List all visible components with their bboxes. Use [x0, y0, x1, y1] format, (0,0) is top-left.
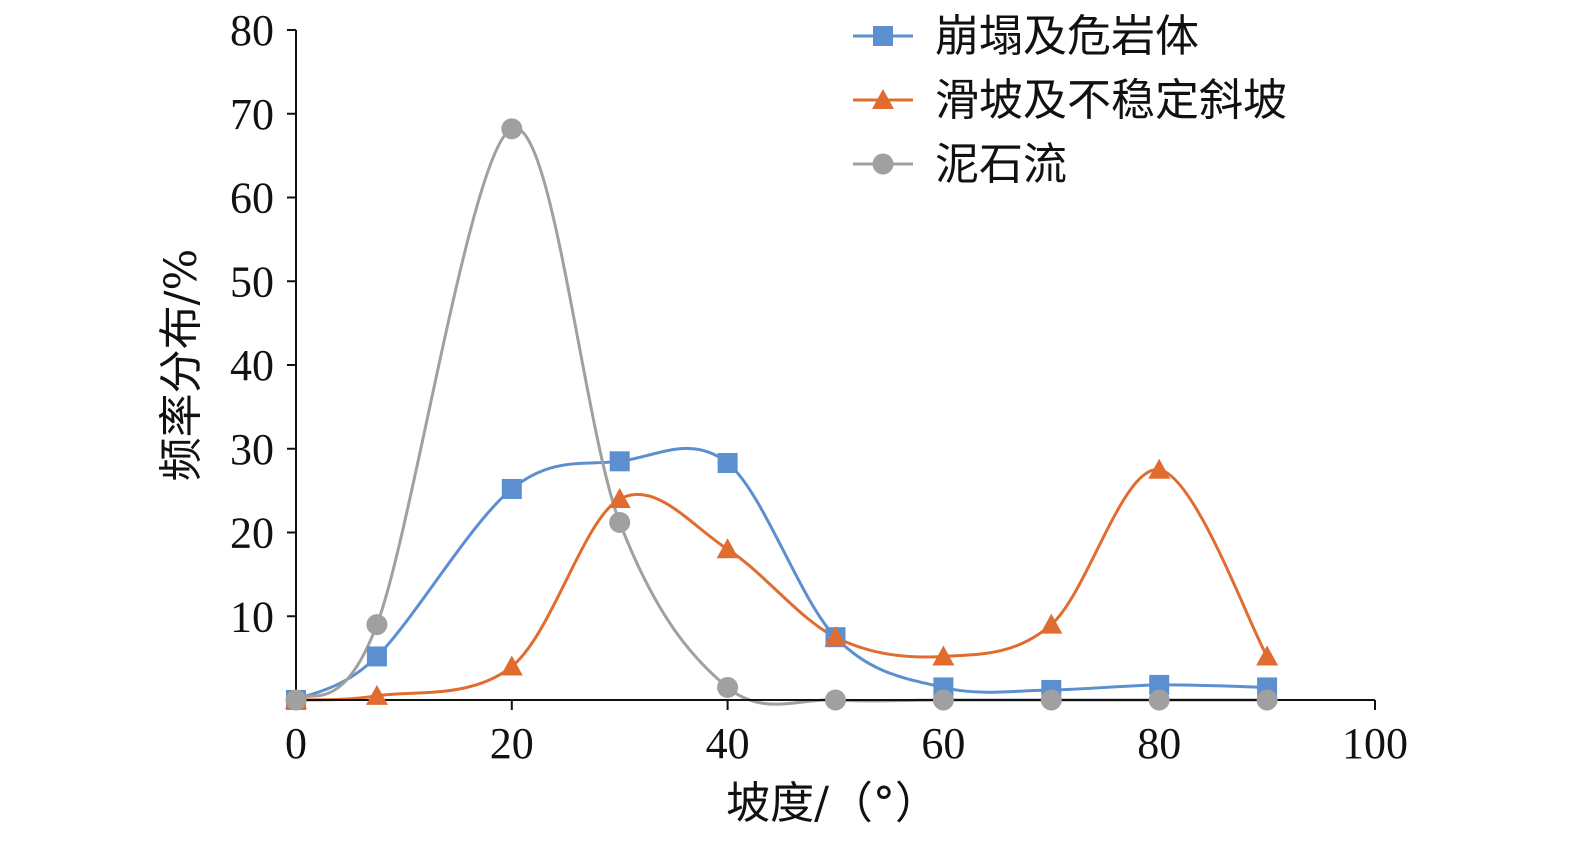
x-tick-label: 60 [921, 719, 965, 768]
data-point-2 [501, 118, 523, 140]
data-point-1 [1256, 645, 1279, 666]
legend-swatch-marker [872, 89, 894, 109]
legend-label: 泥石流 [935, 139, 1067, 190]
x-tick-label: 40 [706, 719, 750, 768]
data-point-1 [365, 684, 388, 705]
data-point-0 [501, 478, 522, 499]
data-point-1 [500, 655, 523, 676]
y-tick-label: 60 [230, 174, 274, 223]
legend-swatch-marker [872, 153, 894, 175]
legend-swatch-marker [873, 26, 893, 46]
series-line-2 [294, 127, 1268, 706]
y-tick-label: 70 [230, 90, 274, 139]
data-point-2 [366, 614, 388, 636]
x-ticks: 0 20 40 60 80 100 [285, 700, 1408, 768]
data-point-2 [717, 676, 739, 698]
legend-label: 滑坡及不稳定斜坡 [935, 75, 1287, 126]
y-tick-label: 20 [230, 509, 274, 558]
legend-label: 崩塌及危岩体 [935, 11, 1199, 62]
x-axis-title: 坡度/（°） [726, 778, 939, 829]
data-point-1 [716, 538, 739, 559]
data-point-1 [1040, 613, 1063, 634]
data-point-2 [285, 689, 307, 711]
data-point-1 [824, 626, 847, 647]
x-tick-label: 0 [285, 719, 307, 768]
data-point-0 [609, 451, 630, 472]
data-point-2 [932, 689, 954, 711]
data-point-0 [366, 646, 387, 667]
data-point-1 [608, 488, 631, 508]
series-line-0 [295, 447, 1268, 702]
data-point-2 [1040, 689, 1062, 711]
data-point-1 [1148, 458, 1171, 479]
y-tick-label: 10 [230, 592, 274, 641]
data-point-2 [825, 689, 846, 711]
y-tick-label: 30 [230, 425, 274, 474]
data-point-0 [717, 452, 738, 473]
y-tick-label: 40 [230, 341, 274, 390]
series-layer [294, 127, 1269, 706]
y-tick-label: 80 [230, 6, 274, 55]
x-tick-label: 80 [1137, 719, 1181, 768]
x-tick-label: 20 [490, 719, 534, 768]
axes-layer: 10 20 30 40 50 60 70 80 0 20 40 60 80 100 频率分布/% 坡度/… [156, 6, 1408, 829]
data-point-2 [1256, 689, 1278, 711]
data-point-0 [1149, 674, 1170, 695]
data-point-2 [609, 511, 631, 533]
y-ticks: 10 20 30 40 50 60 70 80 [230, 6, 296, 641]
y-tick-label: 50 [230, 257, 274, 306]
y-axis-title: 频率分布/% [156, 249, 207, 482]
data-point-2 [1148, 689, 1170, 711]
marker-layer [285, 118, 1279, 711]
series-line-1 [295, 468, 1269, 702]
data-point-1 [932, 645, 955, 666]
x-tick-label: 100 [1342, 719, 1408, 768]
